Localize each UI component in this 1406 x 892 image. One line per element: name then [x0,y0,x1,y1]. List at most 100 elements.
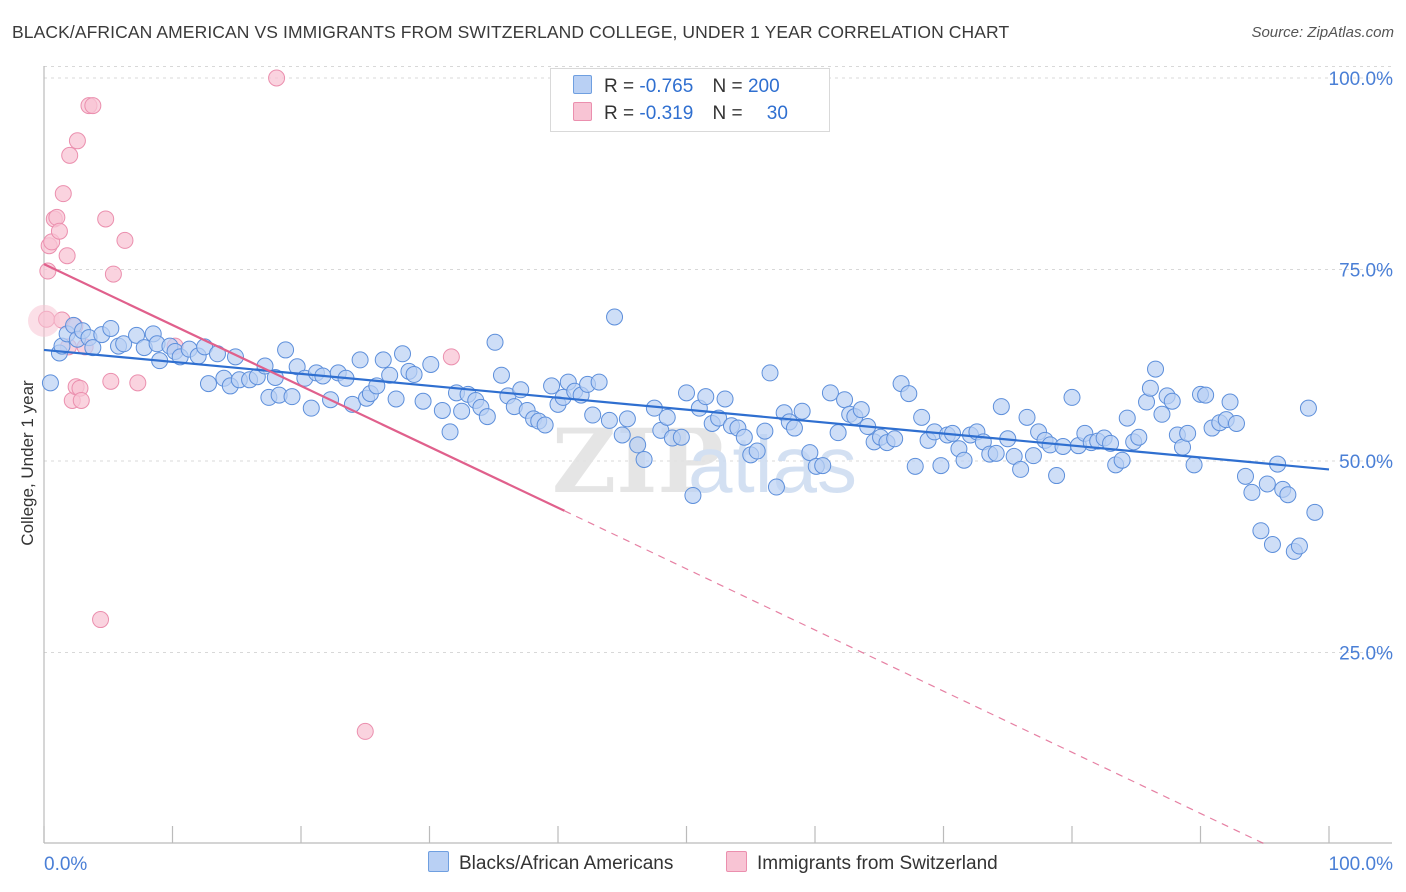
bottom-legend-swiss: Immigrants from Switzerland [726,851,998,875]
data-point-blacks [1227,414,1245,432]
data-point-switzerland [268,69,286,87]
data-point-switzerland [48,208,66,226]
data-point-switzerland [129,374,147,392]
data-point-blacks [658,408,676,426]
data-point-blacks [1024,447,1042,465]
data-point-blacks [748,442,766,460]
legend-n-value-blue: 200 [747,76,780,97]
data-point-blacks [1243,483,1261,501]
data-point-blacks [716,390,734,408]
legend-n-label: N = [712,103,743,124]
data-point-blacks [1147,360,1165,378]
data-point-blacks [1279,486,1297,504]
data-point-blacks [1163,392,1181,410]
data-point-blacks [414,392,432,410]
data-point-blacks [374,351,392,369]
series-blacks-african-americans [41,308,1324,560]
data-point-blacks [801,444,819,462]
data-point-blacks [381,366,399,384]
data-point-blacks [584,406,602,424]
data-point-blacks [992,398,1010,416]
legend-n-label: N = [712,76,743,97]
tick-labels: 25.0% 50.0% 75.0% 100.0% 0.0% 100.0% [44,69,1393,875]
bottom-legend-label-blue: Blacks/African Americans [459,853,674,874]
data-point-blacks [606,308,624,326]
data-point-blacks [302,399,320,417]
data-point-switzerland [92,611,110,629]
data-point-blacks [613,426,631,444]
data-point-blacks [829,424,847,442]
trend-line-blacks [43,348,1330,471]
trend-line-switzerland [43,263,565,512]
data-point-blacks [387,390,405,408]
legend-swatch-pink [573,102,592,121]
data-point-switzerland [50,222,68,240]
data-point-blacks [41,374,59,392]
data-point-switzerland [102,372,120,390]
data-point-blacks [767,478,785,496]
data-point-switzerland-large [28,304,60,337]
axes [43,66,1392,844]
data-point-blacks [277,341,295,359]
data-point-blacks [1299,399,1317,417]
data-point-blacks [1179,424,1197,442]
data-point-blacks [987,444,1005,462]
data-point-blacks [913,408,931,426]
data-point-blacks [955,451,973,469]
data-point-blacks [492,366,510,384]
data-point-blacks [906,457,924,475]
data-point-blacks [351,351,369,369]
data-point-blacks [1197,386,1215,404]
data-point-blacks [394,345,412,363]
data-point-switzerland [97,210,115,228]
data-point-blacks [836,391,854,409]
data-point-blacks [761,364,779,382]
bottom-legend-swatch-blue [428,851,449,872]
data-point-switzerland [72,391,90,409]
data-point-blacks [1263,535,1281,553]
bottom-legend-blacks: Blacks/African Americans [428,851,673,875]
trend-lines [43,263,1330,845]
data-point-blacks [1153,405,1171,423]
data-point-blacks [1118,409,1136,427]
data-point-blacks [405,365,423,383]
data-point-blacks [1185,456,1203,474]
data-point-blacks [1018,408,1036,426]
data-point-switzerland [442,348,460,366]
source-label: Source: ZipAtlas.com [1251,24,1394,41]
data-point-blacks [1290,537,1308,555]
data-point-blacks [1012,460,1030,478]
chart-title: BLACK/AFRICAN AMERICAN VS IMMIGRANTS FRO… [12,22,1010,42]
data-point-switzerland [84,97,102,115]
data-point-blacks [1048,467,1066,485]
data-point-blacks [678,384,695,402]
x-tick-label-min: 0.0% [44,854,87,875]
data-point-blacks [814,457,832,475]
data-point-blacks [1141,379,1159,397]
data-point-blacks [697,388,715,406]
data-point-blacks [600,411,618,429]
data-point-switzerland [68,132,86,150]
data-point-blacks [1252,522,1270,540]
data-point-blacks [433,401,451,419]
series-immigrants-from-switzerland [28,69,460,740]
data-point-blacks [1258,475,1276,493]
data-point-switzerland [356,722,374,740]
data-point-blacks [618,410,636,428]
bottom-legend-label-pink: Immigrants from Switzerland [757,853,998,874]
data-point-blacks [793,402,811,420]
data-point-blacks [821,384,839,402]
data-point-blacks [756,422,774,440]
data-point-blacks [672,428,690,446]
data-point-switzerland [104,265,122,283]
data-point-blacks [422,355,440,373]
data-point-blacks [1113,451,1131,469]
data-point-switzerland [61,146,79,164]
data-point-blacks [1054,437,1072,455]
y-tick-label-25: 25.0% [1339,644,1393,665]
data-point-blacks [478,408,496,426]
data-point-blacks [84,339,102,357]
data-point-blacks [486,333,504,351]
legend-row-blue: R = -0.765 N = 200 [573,75,780,99]
